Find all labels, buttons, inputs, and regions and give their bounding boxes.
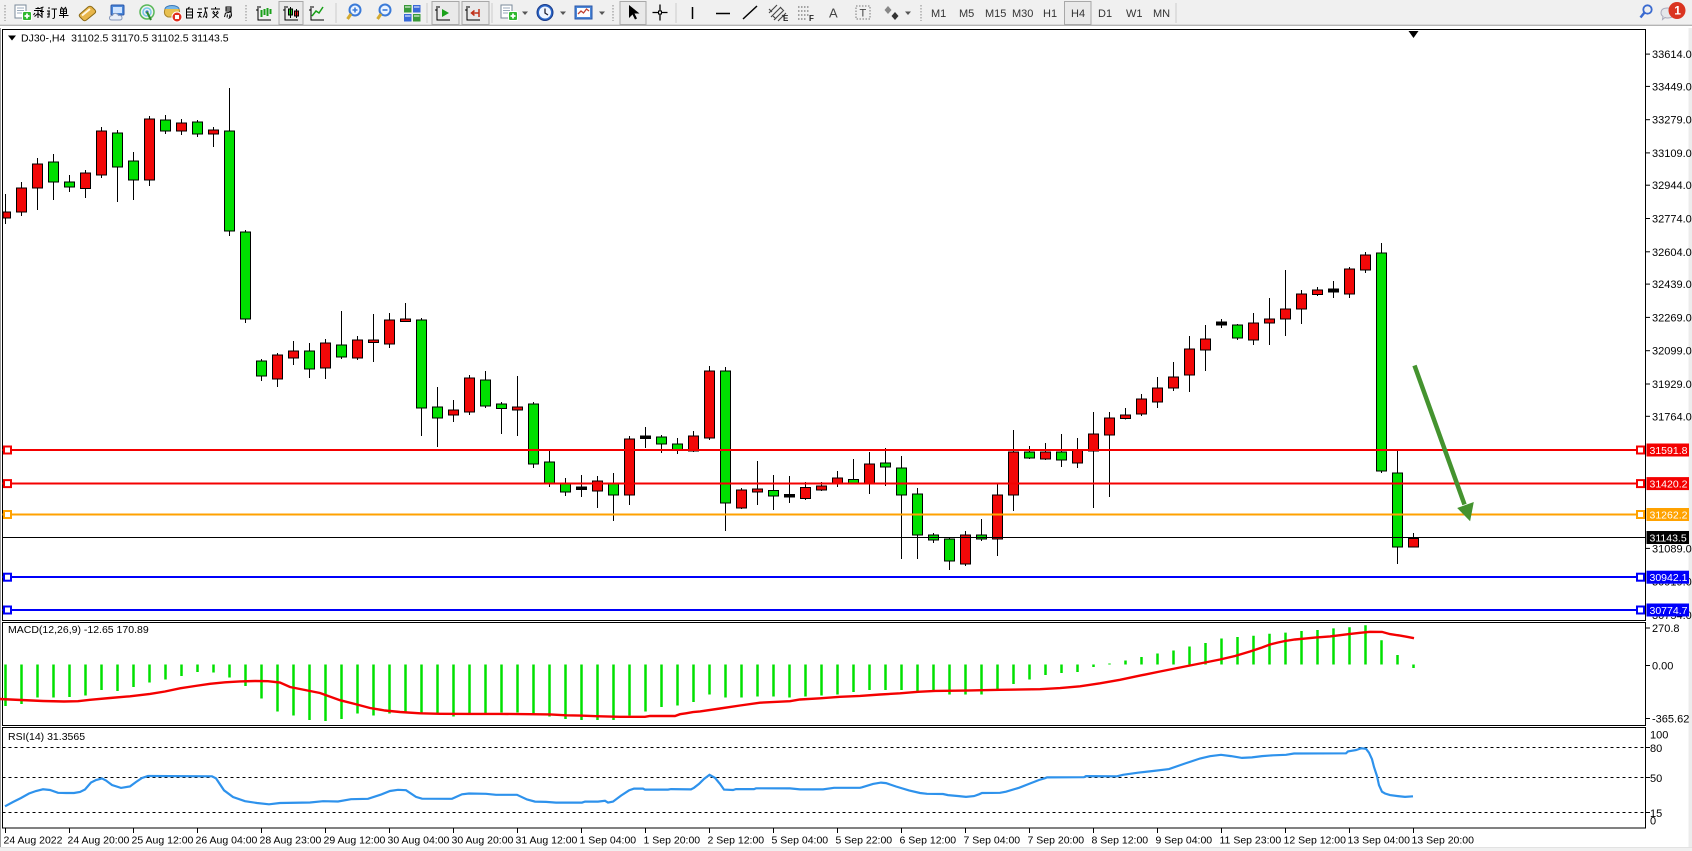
svg-text:13 Sep 04:00: 13 Sep 04:00	[1348, 835, 1411, 847]
svg-text:100: 100	[1650, 730, 1668, 742]
svg-text:26 Aug 04:00: 26 Aug 04:00	[196, 835, 258, 847]
svg-text:12 Sep 12:00: 12 Sep 12:00	[1284, 835, 1347, 847]
svg-text:31 Aug 12:00: 31 Aug 12:00	[516, 835, 578, 847]
svg-text:9 Sep 04:00: 9 Sep 04:00	[1156, 835, 1213, 847]
svg-text:33109.0: 33109.0	[1652, 148, 1692, 160]
svg-text:6 Sep 12:00: 6 Sep 12:00	[900, 835, 957, 847]
svg-text:7 Sep 20:00: 7 Sep 20:00	[1028, 835, 1085, 847]
svg-text:32099.0: 32099.0	[1652, 346, 1692, 358]
svg-text:31143.5: 31143.5	[1650, 533, 1687, 545]
svg-text:32604.0: 32604.0	[1652, 247, 1692, 259]
svg-text:F: F	[809, 14, 814, 23]
svg-text:1 Sep 04:00: 1 Sep 04:00	[580, 835, 637, 847]
svg-text:-365.62: -365.62	[1652, 714, 1689, 726]
svg-text:31089.0: 31089.0	[1652, 543, 1692, 555]
svg-text:5 Sep 22:00: 5 Sep 22:00	[836, 835, 893, 847]
svg-text:270.8: 270.8	[1652, 623, 1680, 635]
svg-text:0: 0	[1650, 816, 1656, 828]
svg-text:24 Aug 20:00: 24 Aug 20:00	[68, 835, 130, 847]
svg-text:H4: H4	[1071, 8, 1085, 20]
svg-text:80: 80	[1650, 743, 1662, 755]
svg-text:33449.0: 33449.0	[1652, 81, 1692, 93]
svg-text:1 Sep 20:00: 1 Sep 20:00	[644, 835, 701, 847]
svg-text:30 Aug 04:00: 30 Aug 04:00	[388, 835, 450, 847]
svg-text:E: E	[783, 14, 789, 23]
svg-text:30942.1: 30942.1	[1650, 572, 1688, 584]
svg-text:28 Aug 23:00: 28 Aug 23:00	[260, 835, 322, 847]
svg-text:DJ30-,H4 31102.5 31170.5 3110: DJ30-,H4 31102.5 31170.5 31102.5 31143.5	[21, 33, 229, 45]
svg-text:2 Sep 12:00: 2 Sep 12:00	[708, 835, 765, 847]
svg-text:0.00: 0.00	[1652, 661, 1673, 673]
svg-text:32269.0: 32269.0	[1652, 312, 1692, 324]
svg-text:RSI(14) 31.3565: RSI(14) 31.3565	[8, 731, 85, 743]
svg-text:H1: H1	[1043, 8, 1057, 20]
svg-text:13 Sep 20:00: 13 Sep 20:00	[1412, 835, 1475, 847]
svg-text:1: 1	[1674, 4, 1681, 18]
svg-text:31420.2: 31420.2	[1650, 479, 1688, 491]
svg-text:32944.0: 32944.0	[1652, 180, 1692, 192]
svg-text:M5: M5	[959, 8, 974, 20]
svg-text:25 Aug 12:00: 25 Aug 12:00	[132, 835, 194, 847]
svg-text:T: T	[860, 8, 867, 20]
svg-text:8 Sep 12:00: 8 Sep 12:00	[1092, 835, 1149, 847]
svg-text:M1: M1	[931, 8, 946, 20]
svg-text:30 Aug 20:00: 30 Aug 20:00	[452, 835, 514, 847]
svg-text:W1: W1	[1126, 8, 1143, 20]
svg-text:MACD(12,26,9) -12.65 170.89: MACD(12,26,9) -12.65 170.89	[8, 624, 149, 636]
svg-text:30774.7: 30774.7	[1650, 605, 1688, 617]
svg-text:MN: MN	[1153, 8, 1170, 20]
svg-text:50: 50	[1650, 773, 1662, 785]
svg-text:31591.8: 31591.8	[1650, 445, 1688, 457]
svg-text:15: 15	[1650, 808, 1662, 820]
svg-text:7 Sep 04:00: 7 Sep 04:00	[964, 835, 1021, 847]
svg-text:31764.0: 31764.0	[1652, 411, 1692, 423]
svg-text:33279.0: 33279.0	[1652, 115, 1692, 127]
svg-text:32774.0: 32774.0	[1652, 214, 1692, 226]
svg-text:M15: M15	[985, 8, 1006, 20]
svg-text:33614.0: 33614.0	[1652, 49, 1692, 61]
svg-text:5 Sep 04:00: 5 Sep 04:00	[772, 835, 829, 847]
svg-text:24 Aug 2022: 24 Aug 2022	[4, 835, 63, 847]
svg-text:31262.2: 31262.2	[1650, 510, 1688, 522]
svg-text:29 Aug 12:00: 29 Aug 12:00	[324, 835, 386, 847]
svg-text:31929.0: 31929.0	[1652, 379, 1692, 391]
svg-text:D1: D1	[1098, 8, 1112, 20]
svg-text:32439.0: 32439.0	[1652, 279, 1692, 291]
svg-text:M30: M30	[1012, 8, 1033, 20]
svg-text:A: A	[829, 6, 838, 21]
svg-text:11 Sep 23:00: 11 Sep 23:00	[1220, 835, 1282, 847]
